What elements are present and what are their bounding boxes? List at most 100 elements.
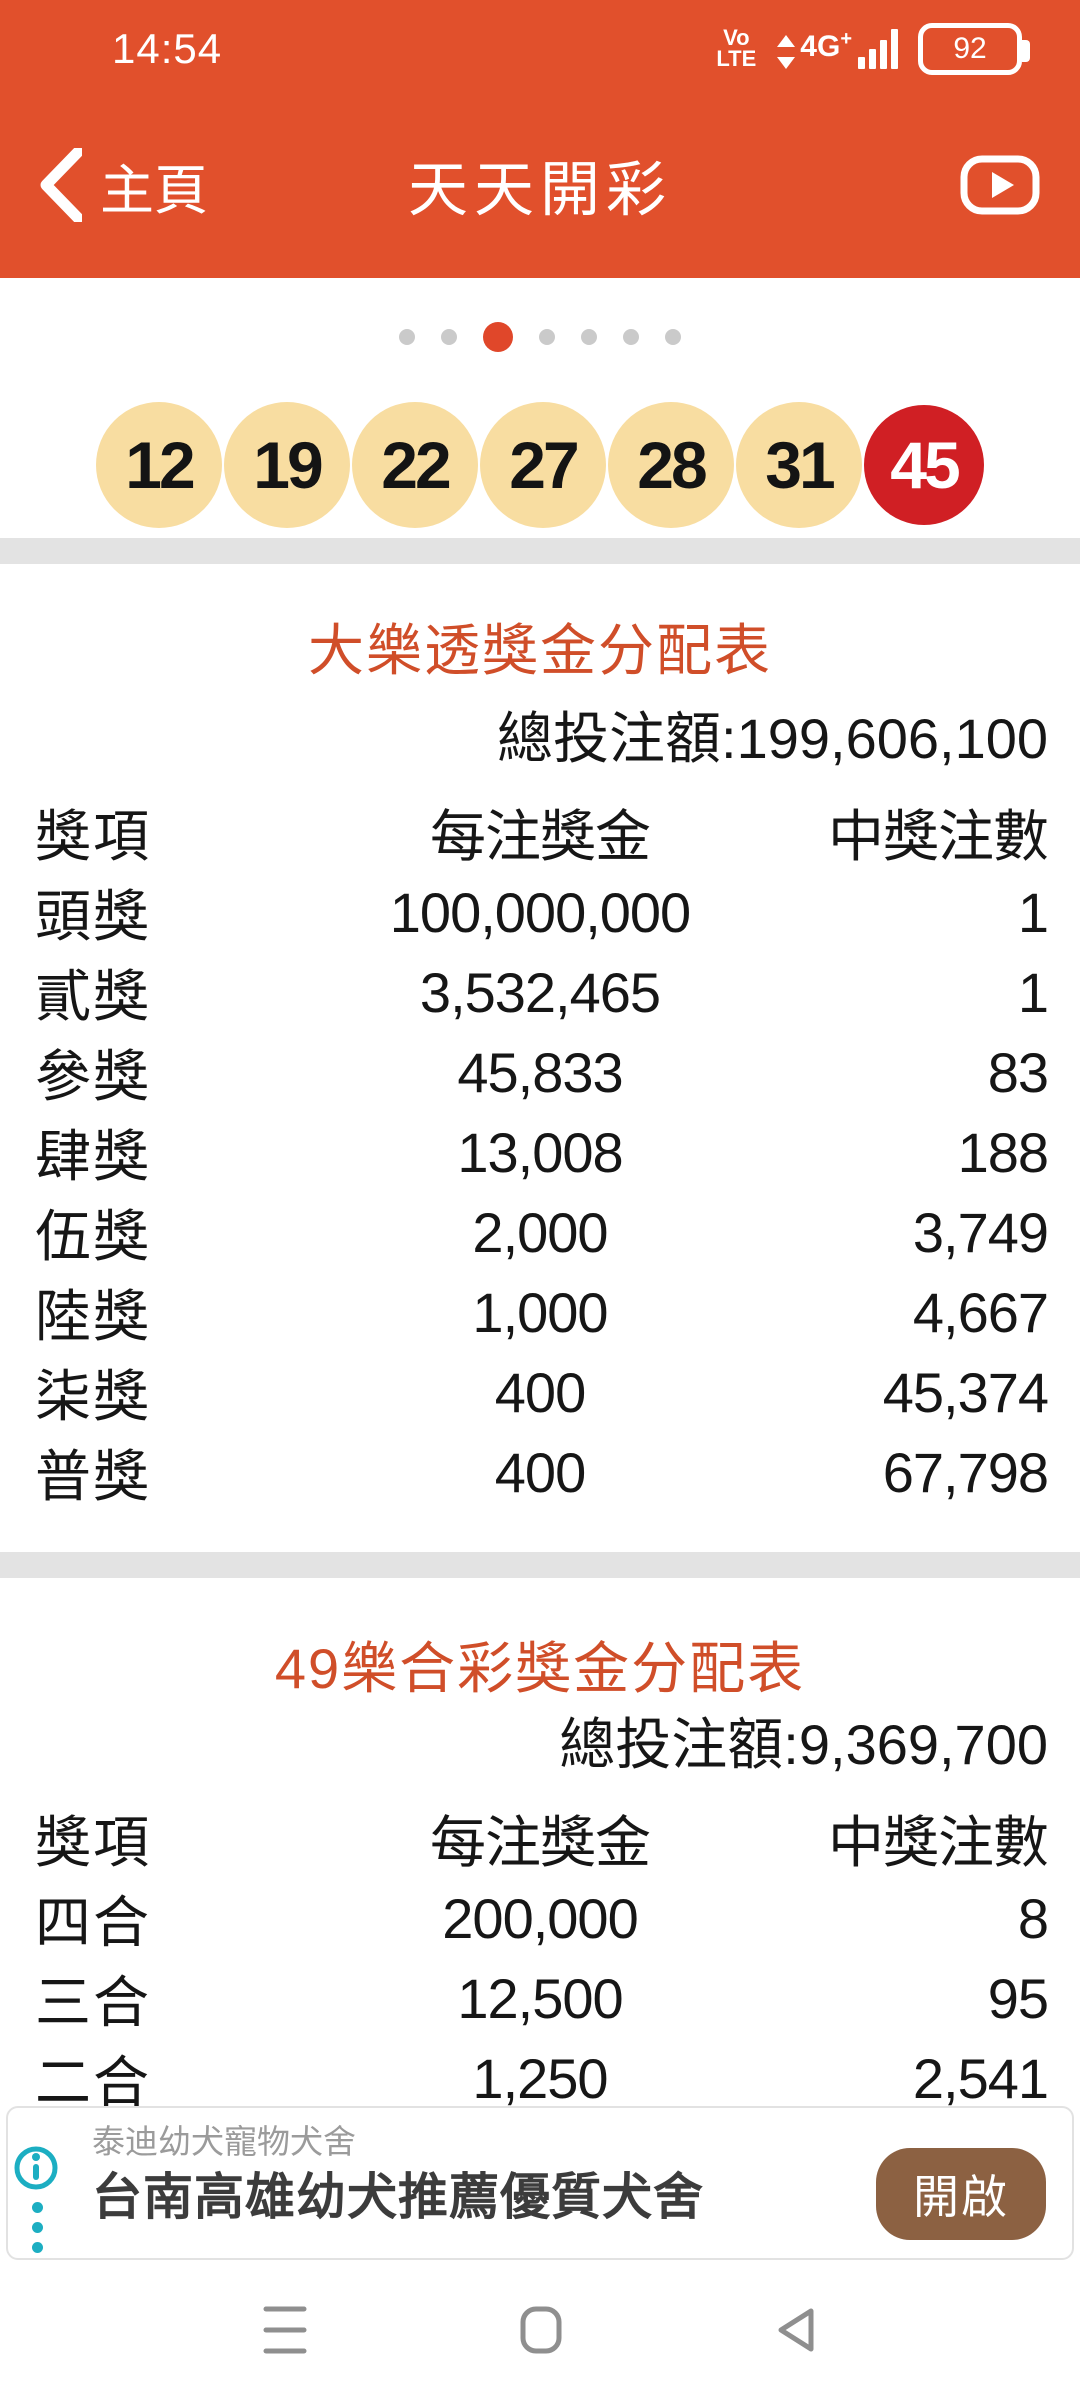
winning-numbers: 12 19 22 27 28 31 45 [0, 401, 1080, 529]
table-cell: 400 [494, 1361, 586, 1424]
total-amount: 9,369,700 [798, 1713, 1048, 1776]
ad-headline: 台南高雄幼犬推薦優質犬舍 [92, 2169, 704, 2225]
nav-home-button[interactable] [519, 2306, 563, 2354]
battery-level: 92 [953, 32, 987, 65]
table-cell: 二合 [35, 2051, 151, 2114]
total-amount: 199,606,100 [736, 707, 1048, 770]
big-lotto-total: 總投注額:199,606,100 [0, 708, 1080, 770]
video-button[interactable] [960, 155, 1040, 215]
table-cell: 伍獎 [35, 1205, 151, 1268]
table-cell: 頭獎 [35, 885, 151, 948]
carousel-dot[interactable] [399, 329, 415, 345]
top-bar: 14:54 Vo LTE 4G+ 92 主頁 天天開彩 [0, 0, 1080, 278]
table-cell: 1,000 [472, 1281, 608, 1344]
back-button[interactable]: 主頁 [40, 146, 208, 225]
android-nav-bar [0, 2260, 1080, 2400]
table-cell: 普獎 [35, 1445, 151, 1508]
big-lotto-title: 大樂透獎金分配表 [308, 619, 772, 682]
carousel-dot[interactable] [441, 329, 457, 345]
ad-banner[interactable]: 泰迪幼犬寵物犬舍 台南高雄幼犬推薦優質犬舍 開啟 [6, 2106, 1074, 2260]
carousel-dot[interactable] [665, 329, 681, 345]
table-row: 陸獎 1,000 4,667 [0, 1272, 1080, 1352]
table-cell: 4,667 [912, 1281, 1049, 1344]
nav-back-button[interactable] [775, 2306, 817, 2354]
table-cell: 1 [1017, 961, 1049, 1024]
table-row: 柒獎 400 45,374 [0, 1352, 1080, 1432]
table-cell: 67,798 [882, 1441, 1049, 1504]
table-row: 肆獎 13,008 188 [0, 1112, 1080, 1192]
table-cell: 83 [987, 1041, 1049, 1104]
carousel-dot-active[interactable] [483, 322, 513, 352]
table-cell: 四合 [35, 1891, 151, 1954]
table-cell: 1 [1017, 881, 1049, 944]
lotto-ball: 31 [736, 402, 862, 528]
total-label: 總投注額: [559, 1713, 799, 1776]
table-cell: 200,000 [442, 1887, 638, 1950]
home-square-icon [520, 2306, 562, 2354]
table-row: 二合 1,250 2,541 [0, 2038, 1080, 2118]
table-cell: 3,749 [912, 1201, 1049, 1264]
big-lotto-section: 大樂透獎金分配表 總投注額:199,606,100 獎項 每注獎金 中獎注數頭獎 10… [0, 620, 1080, 1512]
big-lotto-table: 獎項 每注獎金 中獎注數 頭獎 100,000,000 1 貳獎 3,532,465 1 參獎 45… [0, 792, 1080, 1512]
section-divider [0, 538, 1080, 564]
nav-menu-button[interactable] [263, 2304, 307, 2356]
lotto-ball: 19 [224, 402, 350, 528]
menu-icon [263, 2306, 307, 2354]
table-cell: 400 [494, 1441, 586, 1504]
ad-advertiser: 泰迪幼犬寵物犬舍 [92, 2123, 356, 2160]
table-cell: 2,000 [472, 1201, 608, 1264]
back-triangle-icon [778, 2308, 814, 2352]
lotto-ball: 22 [352, 402, 478, 528]
ad-open-button[interactable]: 開啟 [876, 2148, 1046, 2240]
battery-icon: 92 [918, 23, 1030, 75]
status-icons: Vo LTE 4G+ 92 [716, 23, 1030, 75]
section-divider [0, 1552, 1080, 1578]
table-cell: 188 [957, 1121, 1049, 1184]
page-title: 天天開彩 [408, 156, 672, 224]
updown-arrows-icon [777, 35, 796, 69]
status-time: 14:54 [112, 25, 223, 72]
lotto-ball: 28 [608, 402, 734, 528]
lotto-ball: 27 [480, 402, 606, 528]
table-header-row: 獎項 每注獎金 中獎注數 [0, 792, 1080, 872]
network-label: 4G+ [800, 28, 852, 63]
ad-more-dots-icon [32, 2202, 43, 2253]
lotto49-section: 49樂合彩獎金分配表 總投注額:9,369,700 獎項 每注獎金 中獎注數 四合 20… [0, 1638, 1080, 2118]
table-cell: 陸獎 [35, 1285, 151, 1348]
table-cell: 45,374 [882, 1361, 1049, 1424]
table-cell: 三合 [35, 1971, 151, 2034]
table-row: 四合 200,000 8 [0, 1878, 1080, 1958]
status-bar: 14:54 Vo LTE 4G+ 92 [0, 0, 1080, 92]
table-row: 參獎 45,833 83 [0, 1032, 1080, 1112]
table-row: 普獎 400 67,798 [0, 1432, 1080, 1512]
table-cell: 12,500 [457, 1967, 623, 2030]
table-cell: 柒獎 [35, 1365, 151, 1428]
column-header: 中獎注數 [828, 805, 1049, 868]
carousel-dot[interactable] [623, 329, 639, 345]
column-header: 每注獎金 [430, 805, 651, 868]
carousel-dot[interactable] [581, 329, 597, 345]
lotto-ball-special: 45 [864, 405, 984, 525]
table-row: 頭獎 100,000,000 1 [0, 872, 1080, 952]
column-header: 獎項 [35, 805, 151, 868]
table-cell: 3,532,465 [419, 961, 661, 1024]
signal-bars-icon [858, 29, 898, 69]
info-icon[interactable] [12, 2144, 60, 2192]
lotto49-title: 49樂合彩獎金分配表 [274, 1637, 806, 1700]
lotto49-table: 獎項 每注獎金 中獎注數 四合 200,000 8 三合 12,500 95 二合 1,250 2,5… [0, 1798, 1080, 2118]
back-chevron-icon [40, 148, 82, 222]
app-bar: 主頁 天天開彩 [0, 92, 1080, 278]
table-cell: 2,541 [912, 2047, 1049, 2110]
table-row: 貳獎 3,532,465 1 [0, 952, 1080, 1032]
volte-line1: Vo [723, 25, 750, 51]
ad-texts: 泰迪幼犬寵物犬舍 台南高雄幼犬推薦優質犬舍 [92, 2122, 842, 2226]
total-label: 總投注額: [497, 707, 737, 770]
table-cell: 45,833 [457, 1041, 623, 1104]
table-cell: 13,008 [457, 1121, 623, 1184]
table-cell: 參獎 [35, 1045, 151, 1108]
column-header: 獎項 [35, 1811, 151, 1874]
carousel-dot[interactable] [539, 329, 555, 345]
table-cell: 8 [1017, 1887, 1049, 1950]
table-cell: 100,000,000 [389, 881, 691, 944]
